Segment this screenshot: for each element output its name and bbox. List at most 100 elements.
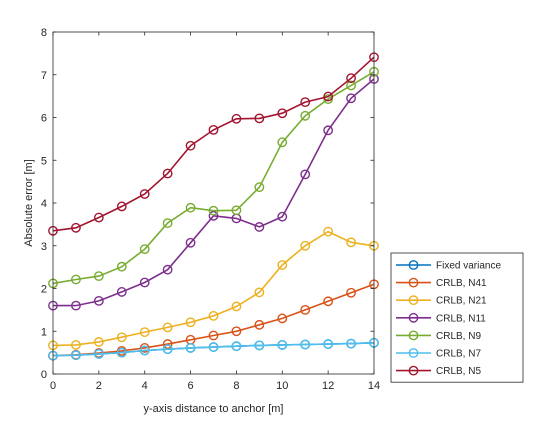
series-line xyxy=(52,342,375,357)
y-tick-label: 7 xyxy=(41,70,47,82)
legend-item: CRLB, N5 xyxy=(396,365,481,377)
plot-area xyxy=(53,32,374,374)
data-point xyxy=(300,110,311,121)
data-point xyxy=(323,226,334,237)
series-6 xyxy=(48,52,379,236)
x-tick-label: 6 xyxy=(188,380,194,392)
series-line xyxy=(52,230,375,347)
data-point xyxy=(323,91,334,102)
y-tick-label: 2 xyxy=(41,284,47,296)
data-point xyxy=(300,339,311,350)
data-point xyxy=(254,222,265,232)
data-point xyxy=(277,313,288,324)
data-point xyxy=(139,189,150,199)
data-point xyxy=(71,274,81,285)
x-tick-label: 8 xyxy=(233,380,239,392)
data-point xyxy=(185,237,196,248)
data-point xyxy=(208,124,219,135)
series-line xyxy=(52,71,375,285)
legend-marker xyxy=(408,260,419,270)
legend-label: CRLB, N41 xyxy=(436,278,487,289)
y-tick-label: 8 xyxy=(41,27,47,39)
data-point xyxy=(139,244,150,255)
data-point xyxy=(162,344,173,355)
data-point xyxy=(346,73,356,84)
data-point xyxy=(277,108,288,119)
data-point xyxy=(139,343,150,353)
legend-label: CRLB, N9 xyxy=(436,331,481,342)
data-point xyxy=(116,261,127,272)
plot-background xyxy=(53,32,374,374)
data-point xyxy=(93,295,104,306)
data-point xyxy=(231,205,242,216)
data-point xyxy=(277,211,288,222)
data-point xyxy=(93,212,104,223)
data-point xyxy=(346,93,356,104)
data-point xyxy=(254,182,265,193)
legend-marker xyxy=(408,312,419,323)
data-point xyxy=(346,80,356,91)
data-point xyxy=(116,347,127,358)
x-tick-label: 0 xyxy=(50,380,56,392)
legend-marker xyxy=(408,277,419,288)
data-point xyxy=(208,310,219,321)
data-point xyxy=(277,340,288,350)
x-tick-label: 4 xyxy=(142,380,148,392)
data-point xyxy=(139,277,150,288)
data-point xyxy=(208,210,219,221)
data-point xyxy=(277,260,288,270)
y-tick-label: 0 xyxy=(41,369,47,381)
data-point xyxy=(208,342,219,352)
data-point xyxy=(71,300,81,311)
data-point xyxy=(116,287,127,297)
data-point xyxy=(300,169,311,180)
series-line xyxy=(52,56,375,232)
data-point xyxy=(231,113,242,124)
legend-label: Fixed variance xyxy=(436,261,501,272)
data-point xyxy=(185,202,196,213)
data-point xyxy=(300,97,311,108)
series-2 xyxy=(48,226,379,351)
data-point xyxy=(162,322,173,333)
legend-label: CRLB, N11 xyxy=(436,313,486,324)
legend-marker xyxy=(408,295,419,306)
data-point xyxy=(231,326,242,337)
y-tick-label: 4 xyxy=(41,198,47,210)
data-point xyxy=(71,222,81,233)
data-point xyxy=(254,319,265,330)
data-point xyxy=(323,339,334,349)
legend-item: CRLB, N7 xyxy=(396,348,481,360)
data-point xyxy=(162,168,173,179)
data-point xyxy=(277,137,288,148)
data-point xyxy=(323,94,334,105)
data-point xyxy=(208,330,219,341)
data-point xyxy=(162,339,173,349)
legend-label: CRLB, N21 xyxy=(436,296,487,307)
data-point xyxy=(185,343,196,353)
legend: Fixed variance CRLB, N41 CRLB, N21 CRLB, N1… xyxy=(390,252,524,383)
data-point xyxy=(185,140,196,151)
data-point xyxy=(231,341,242,352)
legend-item: CRLB, N9 xyxy=(396,330,481,342)
data-point xyxy=(254,113,265,124)
data-point xyxy=(93,337,104,347)
data-point xyxy=(139,345,150,356)
data-point xyxy=(162,218,173,228)
data-point xyxy=(71,340,81,350)
series-line xyxy=(52,283,375,357)
y-tick-label: 5 xyxy=(41,155,47,167)
data-point xyxy=(208,205,219,216)
data-point xyxy=(346,338,356,349)
x-tick-label: 14 xyxy=(368,380,380,392)
legend-marker xyxy=(408,365,419,376)
data-point xyxy=(93,349,104,359)
data-point xyxy=(71,350,81,361)
y-tick-label: 3 xyxy=(41,241,47,253)
data-point xyxy=(116,201,127,212)
legend-item: CRLB, N11 xyxy=(396,312,486,324)
data-point xyxy=(346,287,356,298)
legend-label: CRLB, N5 xyxy=(436,366,481,377)
